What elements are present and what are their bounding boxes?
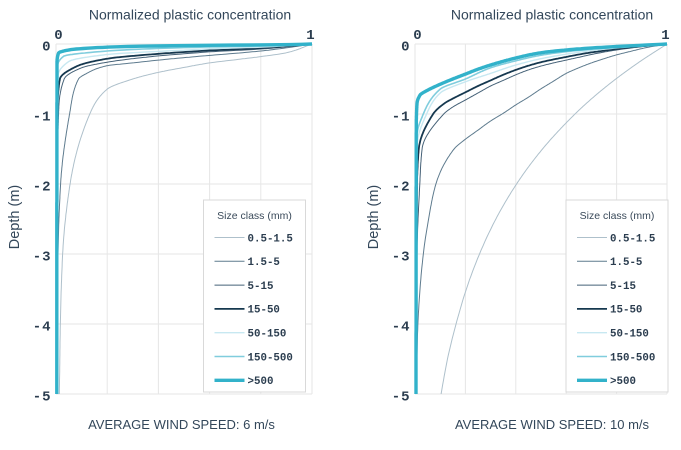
svg-text:50-150: 50-150 <box>610 329 649 341</box>
svg-text:AVERAGE WIND SPEED: 10 m/s: AVERAGE WIND SPEED: 10 m/s <box>455 417 650 432</box>
svg-text:>500: >500 <box>248 376 274 388</box>
svg-text:0: 0 <box>401 40 410 56</box>
svg-text:5-15: 5-15 <box>610 281 636 293</box>
svg-text:-3: -3 <box>392 250 411 266</box>
svg-text:Size class (mm): Size class (mm) <box>580 210 655 222</box>
svg-text:-5: -5 <box>392 390 411 406</box>
svg-text:-4: -4 <box>392 320 411 336</box>
svg-text:AVERAGE WIND SPEED: 6 m/s: AVERAGE WIND SPEED: 6 m/s <box>88 417 275 432</box>
svg-text:-4: -4 <box>33 320 52 336</box>
svg-text:-2: -2 <box>33 180 52 196</box>
svg-text:1: 1 <box>306 28 315 44</box>
svg-text:150-500: 150-500 <box>610 352 655 364</box>
svg-text:Normalized plastic concentrati: Normalized plastic concentration <box>89 7 291 23</box>
svg-text:Depth (m): Depth (m) <box>366 185 382 249</box>
svg-text:5-15: 5-15 <box>248 281 274 293</box>
svg-text:-2: -2 <box>392 180 411 196</box>
svg-text:Size class (mm): Size class (mm) <box>217 210 292 222</box>
svg-text:0: 0 <box>42 40 51 56</box>
svg-text:1.5-5: 1.5-5 <box>610 257 642 269</box>
svg-text:1.5-5: 1.5-5 <box>248 257 280 269</box>
svg-text:>500: >500 <box>610 376 636 388</box>
svg-text:0: 0 <box>54 28 63 44</box>
svg-text:1: 1 <box>661 28 670 44</box>
svg-text:50-150: 50-150 <box>248 329 287 341</box>
svg-text:0.5-1.5: 0.5-1.5 <box>248 233 293 245</box>
svg-text:Depth (m): Depth (m) <box>7 185 23 249</box>
svg-text:15-50: 15-50 <box>610 305 642 317</box>
svg-text:0.5-1.5: 0.5-1.5 <box>610 233 655 245</box>
svg-text:Normalized plastic concentrati: Normalized plastic concentration <box>451 7 653 23</box>
svg-text:-5: -5 <box>33 390 52 406</box>
svg-text:15-50: 15-50 <box>248 305 280 317</box>
svg-text:150-500: 150-500 <box>248 352 293 364</box>
svg-text:-1: -1 <box>392 110 411 126</box>
svg-text:-1: -1 <box>33 110 52 126</box>
svg-text:-3: -3 <box>33 250 52 266</box>
svg-text:0: 0 <box>413 28 422 44</box>
